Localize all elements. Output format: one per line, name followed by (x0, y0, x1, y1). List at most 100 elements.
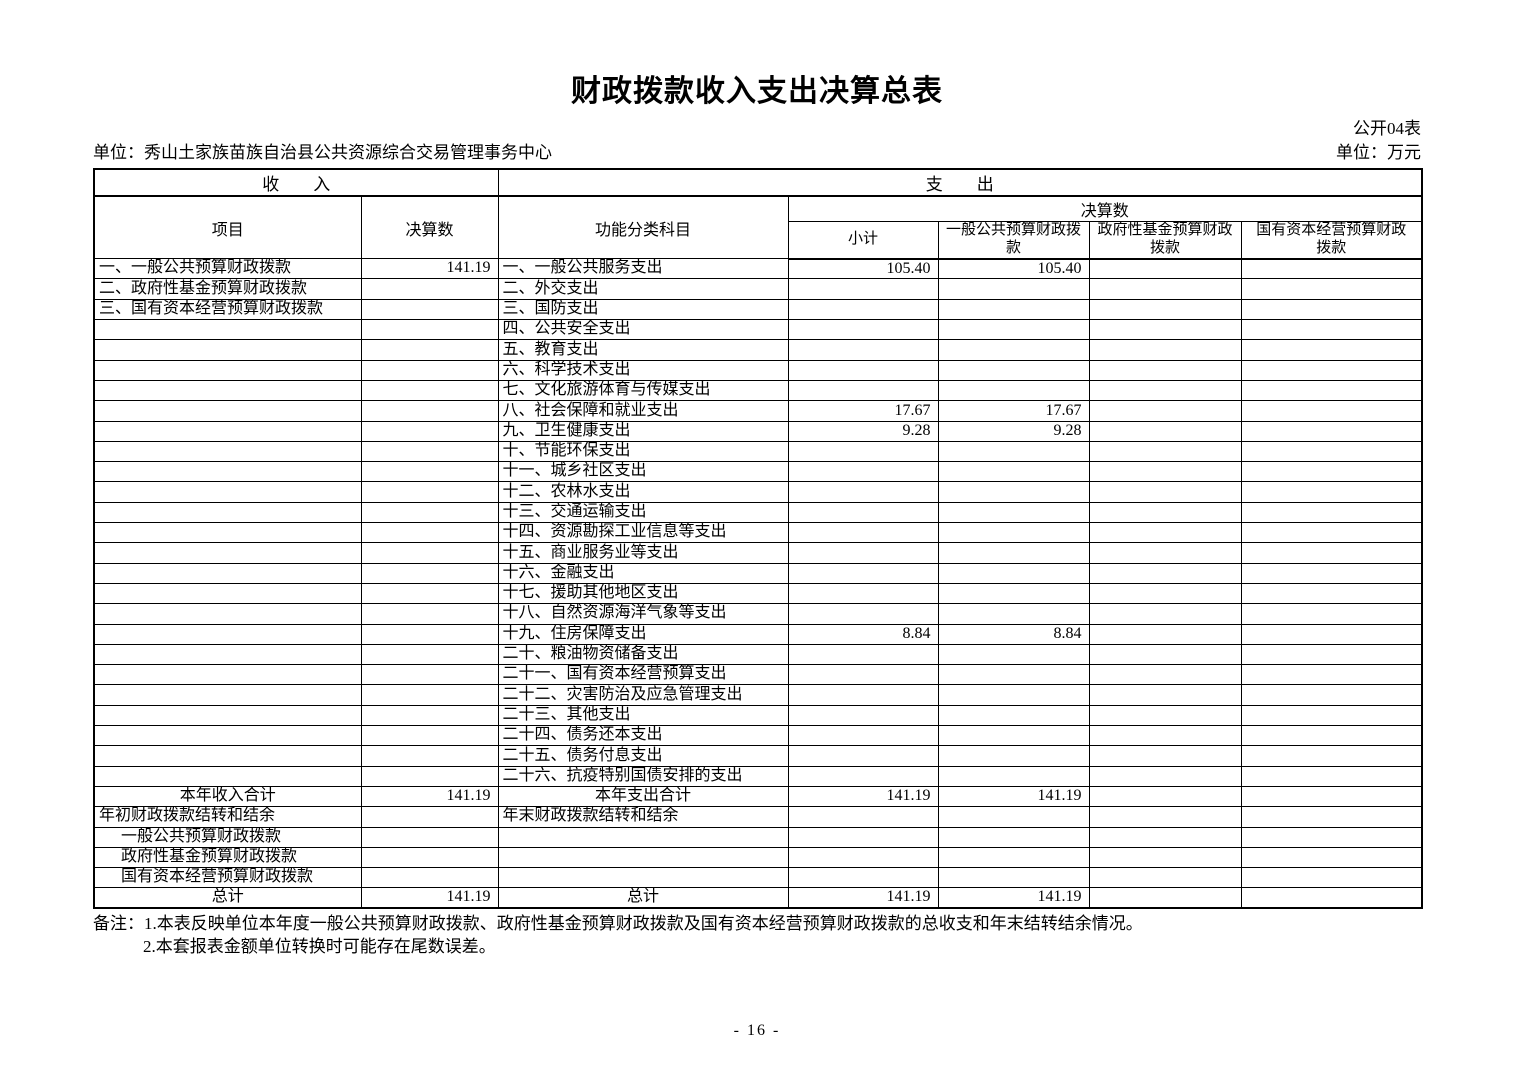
expense-capital-budget-cell (1240, 420, 1423, 442)
expense-general-budget-cell (937, 542, 1090, 564)
col-header-functional-subject: 功能分类科目 (497, 195, 789, 260)
sub-column-header-row: 小计 一般公共预算财政拨 款 政府性基金预算财政 拨款 国有资本经营预算财政 拨… (94, 221, 1423, 260)
expense-item-cell: 二十二、灾害防治及应急管理支出 (497, 684, 789, 706)
income-item-cell (93, 461, 362, 483)
currency-unit-label: 单位：万元 (1336, 143, 1421, 163)
income-amount-cell (360, 359, 499, 381)
expense-capital-budget-cell (1240, 603, 1423, 625)
expense-fund-budget-cell (1088, 664, 1242, 686)
income-amount-cell (360, 704, 499, 727)
income-amount-cell (360, 522, 499, 544)
table-row: 十二、农林水支出 (93, 481, 1423, 503)
col-header-item: 项目 (93, 195, 362, 260)
table-row: 本年收入合计 141.19 本年支出合计 141.19 141.19 (93, 785, 1423, 808)
table-row: 二、政府性基金预算财政拨款 二、外交支出 (93, 278, 1423, 300)
income-item-cell (93, 582, 362, 605)
income-amount-cell (360, 582, 499, 605)
expense-fund-budget-cell (1088, 684, 1242, 706)
expense-capital-budget-cell (1240, 379, 1423, 402)
table-row: 十五、商业服务业等支出 (93, 542, 1423, 564)
income-amount-cell: 141.19 (360, 887, 499, 909)
income-item-cell (93, 704, 362, 727)
table-row: 五、教育支出 (93, 339, 1423, 361)
col-header-subtotal: 小计 (787, 221, 939, 260)
expense-general-budget-cell: 105.40 (937, 258, 1090, 280)
income-amount-cell (360, 826, 499, 848)
expense-subtotal-cell (787, 725, 939, 747)
table-row: 十四、资源勘探工业信息等支出 (93, 522, 1423, 544)
expense-general-budget-cell (937, 704, 1090, 727)
expense-fund-budget-cell (1088, 339, 1242, 361)
notes-block: 备注：1.本表反映单位本年度一般公共预算财政拨款、政府性基金预算财政拨款及国有资… (93, 913, 1421, 958)
section-header-row: 收 入 支 出 (93, 168, 1423, 198)
income-amount-cell (360, 806, 499, 828)
expense-capital-budget-cell (1240, 623, 1423, 645)
expense-capital-budget-cell (1240, 846, 1423, 869)
table-row: 年初财政拨款结转和结余 年末财政拨款结转和结余 (93, 806, 1423, 828)
expense-item-cell: 十一、城乡社区支出 (497, 461, 789, 483)
expense-item-cell: 十五、商业服务业等支出 (497, 542, 789, 564)
expense-subtotal-cell (787, 867, 939, 889)
expense-general-budget-cell (937, 501, 1090, 524)
income-amount-cell (360, 603, 499, 625)
income-amount-cell (360, 319, 499, 341)
expense-subtotal-cell (787, 339, 939, 361)
income-item-cell: 总计 (93, 887, 362, 909)
expense-fund-budget-cell (1088, 379, 1242, 402)
income-amount-cell (360, 643, 499, 666)
expense-item-cell (497, 846, 789, 869)
expense-capital-budget-cell (1240, 440, 1423, 463)
expense-capital-budget-cell (1240, 400, 1423, 422)
expense-item-cell: 三、国防支出 (497, 298, 789, 321)
expense-subtotal-cell: 105.40 (787, 258, 939, 280)
expense-item-cell: 十七、援助其他地区支出 (497, 582, 789, 605)
income-item-cell: 一般公共预算财政拨款 (93, 826, 362, 848)
table-row: 国有资本经营预算财政拨款 (93, 867, 1423, 889)
table-row: 十三、交通运输支出 (93, 501, 1423, 524)
expense-item-cell: 七、文化旅游体育与传媒支出 (497, 379, 789, 402)
income-item-cell (93, 725, 362, 747)
expense-general-budget-cell (937, 319, 1090, 341)
expense-capital-budget-cell (1240, 542, 1423, 564)
table-row: 总计 141.19 总计 141.19 141.19 (93, 887, 1423, 909)
expense-fund-budget-cell (1088, 582, 1242, 605)
expense-fund-budget-cell (1088, 826, 1242, 848)
expense-fund-budget-cell (1088, 887, 1242, 909)
expense-capital-budget-cell (1240, 745, 1423, 767)
income-item-cell (93, 379, 362, 402)
expense-capital-budget-cell (1240, 582, 1423, 605)
expense-item-cell: 十二、农林水支出 (497, 481, 789, 503)
expense-general-budget-cell: 141.19 (937, 887, 1090, 909)
income-item-cell (93, 440, 362, 463)
table-row: 十九、住房保障支出 8.84 8.84 (93, 623, 1423, 645)
table-row: 十一、城乡社区支出 (93, 461, 1423, 483)
expense-fund-budget-cell (1088, 420, 1242, 442)
income-item-cell (93, 603, 362, 625)
income-item-cell (93, 542, 362, 564)
income-amount-cell (360, 562, 499, 584)
income-item-cell (93, 623, 362, 645)
expense-capital-budget-cell (1240, 461, 1423, 483)
expense-subtotal-cell (787, 481, 939, 503)
expense-fund-budget-cell (1088, 623, 1242, 645)
expense-subtotal-cell (787, 278, 939, 300)
expense-fund-budget-cell (1088, 522, 1242, 544)
expense-general-budget-cell (937, 603, 1090, 625)
expense-general-budget-cell (937, 562, 1090, 584)
expense-subtotal-cell (787, 542, 939, 564)
expense-subtotal-cell: 141.19 (787, 785, 939, 808)
income-item-cell: 二、政府性基金预算财政拨款 (93, 278, 362, 300)
table-row: 九、卫生健康支出 9.28 9.28 (93, 420, 1423, 442)
income-item-cell (93, 339, 362, 361)
expense-fund-budget-cell (1088, 481, 1242, 503)
income-amount-cell (360, 379, 499, 402)
expense-fund-budget-cell (1088, 603, 1242, 625)
expense-general-budget-cell (937, 765, 1090, 787)
income-item-cell (93, 481, 362, 503)
income-amount-cell (360, 745, 499, 767)
column-group-header-row: 项目 决算数 功能分类科目 决算数 (93, 195, 1423, 260)
table-row: 二十一、国有资本经营预算支出 (93, 664, 1423, 686)
income-amount-cell (360, 481, 499, 503)
expense-capital-budget-cell (1240, 785, 1423, 808)
expense-general-budget-cell (937, 522, 1090, 544)
